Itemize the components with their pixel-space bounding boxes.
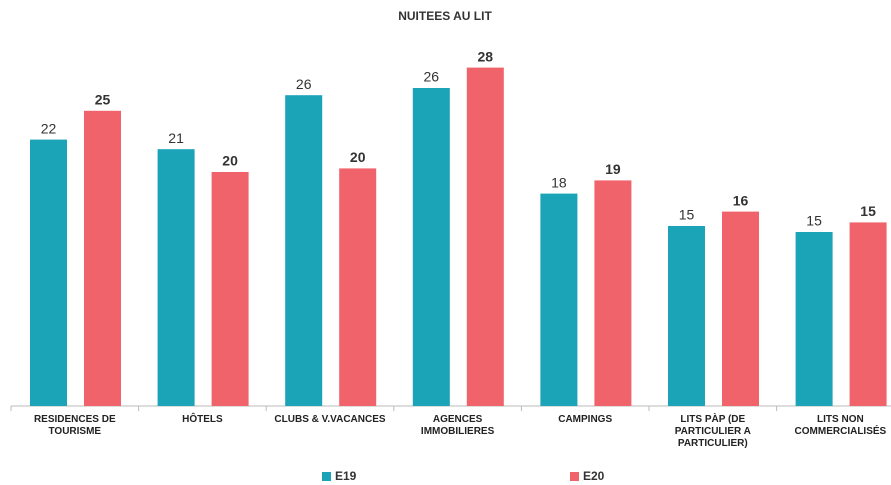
bar — [540, 193, 578, 406]
data-label: 15 — [806, 213, 822, 229]
legend-swatch — [570, 472, 579, 481]
bar — [211, 172, 249, 406]
data-label: 28 — [478, 48, 494, 64]
x-tick-label: HÔTELS — [182, 414, 223, 425]
bar — [849, 222, 887, 406]
bar — [722, 211, 759, 406]
bar — [594, 180, 632, 406]
legend-label: E20 — [583, 469, 605, 483]
x-tick-label: CAMPINGS — [558, 414, 613, 425]
data-label: 25 — [95, 92, 111, 108]
data-label: 26 — [296, 76, 312, 92]
x-tick-label: LITS NON COMMERCIALISÉS — [794, 414, 887, 437]
data-label: 20 — [222, 153, 238, 169]
bar — [157, 149, 195, 406]
x-tick-label: CLUBS & V.VACANCES — [274, 414, 386, 425]
bar — [30, 139, 67, 406]
data-label: 16 — [733, 192, 749, 208]
bar — [339, 168, 377, 406]
legend-swatch — [322, 472, 331, 481]
legend-label: E19 — [335, 469, 357, 483]
data-label: 19 — [605, 161, 621, 177]
bar — [412, 88, 450, 406]
bar — [285, 95, 323, 406]
bar — [795, 232, 833, 406]
data-label: 22 — [41, 120, 57, 136]
data-label: 20 — [350, 149, 366, 165]
bar — [668, 226, 705, 406]
data-label: 15 — [679, 207, 695, 223]
bar — [466, 67, 504, 406]
bar — [84, 110, 121, 407]
x-tick-label: AGENCES IMMOBILIERES — [420, 414, 495, 437]
data-label: 21 — [168, 130, 184, 146]
x-tick-label: LITS PÀP (DE PARTICULIER A PARTICULIER) — [674, 414, 751, 449]
data-label: 18 — [551, 174, 567, 190]
data-label: 15 — [860, 203, 876, 219]
data-label: 26 — [424, 69, 440, 85]
x-tick-label: RESIDENCES DE TOURISME — [33, 414, 116, 437]
chart-title: NUITEES AU LIT — [398, 9, 492, 23]
